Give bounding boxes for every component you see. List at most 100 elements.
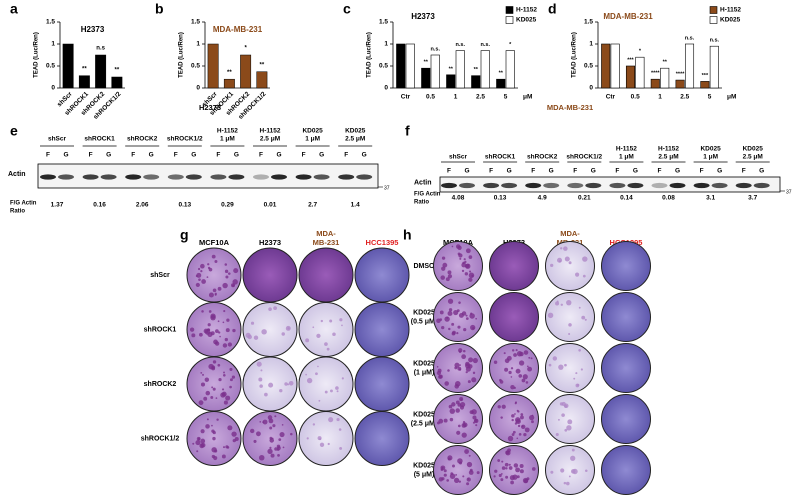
colony [472,421,475,424]
significance-label: ** [82,66,87,72]
ratio-value: 0.16 [93,202,106,209]
colony-well [242,247,298,303]
colony [202,373,204,376]
colony [444,381,449,386]
y-axis-label: TEAD (Luc/Ren) [367,32,373,78]
colony [520,413,524,416]
blot-band [356,174,373,180]
colony [227,342,232,347]
colony [527,366,533,372]
colony [499,380,504,384]
column-label: MB-231 [313,238,340,247]
ratio-value: 0.08 [662,195,675,202]
colony [207,266,211,270]
colony [232,328,236,333]
colony-well [545,343,595,393]
colony [206,328,210,332]
colony [268,307,272,311]
y-axis-label: TEAD (Luc/Ren) [572,32,578,78]
colony [520,424,526,430]
colony [512,430,516,434]
blot-band [501,182,518,189]
colony [514,422,518,425]
colony [566,299,572,306]
colony [217,320,220,323]
significance-label: *** [702,73,709,79]
blot-band [125,174,142,180]
colony [205,424,210,429]
lane-label: G [675,168,680,175]
colony [196,272,202,278]
y-tick-label: 0.5 [46,63,55,70]
colony [471,409,477,415]
colony-well [545,445,595,495]
colony [268,382,274,388]
colony [473,418,479,424]
column-label: MDA- [316,229,336,238]
colony [223,373,226,377]
lane-group-label: H-1152 [616,146,637,153]
colony [222,321,225,324]
row-label: (1 μM) [414,369,435,376]
colony [513,463,519,468]
colony [584,318,587,321]
y-tick-label: 0.5 [379,63,388,70]
colony [225,275,229,279]
colony [461,311,467,316]
significance-label: n.s. [710,38,720,44]
lane-label: G [191,152,196,159]
colony [525,381,529,384]
x-tick-label: 5 [504,94,508,101]
colony [204,377,210,382]
y-tick-label: 0 [589,85,593,92]
row-label: (5 μM) [414,471,435,478]
row-label: shROCK1 [144,326,177,333]
colony [515,349,518,352]
colony [472,415,477,420]
lane-label: G [106,152,111,159]
blot-band [143,174,160,180]
lane-label: F [174,152,178,159]
colony [223,400,228,405]
colony [459,405,465,410]
blot-band [735,182,752,189]
lane-label: F [700,168,704,175]
colony-well [601,445,651,495]
colony [268,418,274,424]
blot-band [753,182,770,189]
lane-label: F [344,152,348,159]
lane-label: F [447,168,451,175]
colony [568,261,572,265]
blot-band [40,174,56,180]
colony [256,361,262,367]
colony [452,330,456,335]
panel-letter: f [405,123,410,139]
colony [459,257,462,260]
lane-group-label: 2.5 μM [658,154,678,161]
colony [316,333,321,338]
colony [517,410,520,413]
colony [247,334,252,340]
bar [610,43,620,89]
colony [582,256,588,262]
colony [284,382,288,386]
panel-letter: d [548,1,557,17]
colony [521,378,526,383]
colony [253,439,257,443]
significance-label: n.s. [456,42,466,48]
bar [240,54,252,89]
ratio-value: 0.29 [221,202,234,209]
colony [269,446,272,449]
colony [457,424,461,428]
bar [660,67,670,89]
colony-well [601,241,651,291]
lane-group-label: shROCK2 [527,154,558,161]
column-label: HCC1395 [366,238,399,247]
panel-letter: g [180,227,189,243]
legend-swatch [709,16,718,24]
colony [197,267,201,271]
colony [563,481,567,485]
colony [318,399,321,402]
y-axis-label: TEAD (Luc/Ren) [179,32,185,78]
x-tick-label: 1 [454,94,458,101]
